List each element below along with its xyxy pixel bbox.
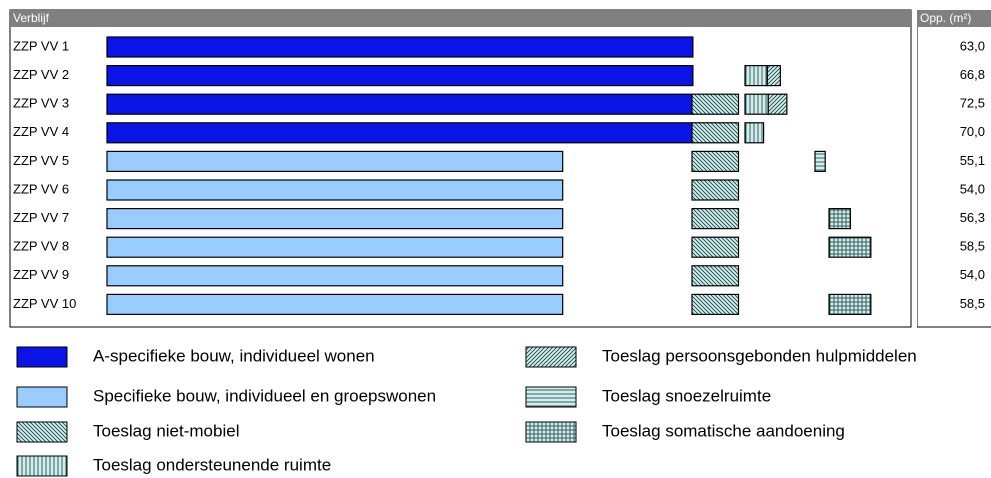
bar-segment (828, 236, 872, 258)
row-label: ZZP VV 9 (13, 267, 69, 282)
bar-segment (828, 293, 872, 315)
legend-swatch (525, 421, 577, 443)
legend-label: Toeslag niet-mobiel (93, 421, 239, 440)
bar-segment (106, 265, 564, 287)
total-header: Opp. (m²) (920, 11, 971, 25)
bar-segment (766, 64, 781, 87)
bar-segment (691, 293, 740, 315)
bar-segment (767, 93, 788, 115)
legend-label: Toeslag ondersteunende ruimte (93, 455, 331, 474)
legend-swatch (16, 455, 68, 477)
legend-label: Toeslag somatische aandoening (602, 421, 845, 440)
legend-swatch (16, 421, 68, 443)
legend-label: Specifieke bouw, individueel en groepswo… (93, 386, 436, 405)
total-label: 55,1 (960, 153, 985, 168)
row-label: ZZP VV 8 (13, 239, 69, 254)
bar-segment (106, 64, 694, 87)
row-label: ZZP VV 2 (13, 67, 69, 82)
bar-segment (744, 122, 765, 144)
total-label: 58,5 (960, 239, 985, 254)
bar-segment (691, 150, 740, 172)
total-label: 72,5 (960, 96, 985, 111)
total-label: 70,0 (960, 124, 985, 139)
bar-segment (744, 64, 768, 87)
bar-segment (691, 208, 740, 230)
bar-segment (814, 150, 826, 172)
row-label: ZZP VV 6 (13, 181, 69, 196)
total-label: 58,5 (960, 296, 985, 311)
legend-label: A-specifieke bouw, individueel wonen (93, 346, 375, 365)
bar-segment (691, 179, 740, 201)
bar-segment (828, 208, 851, 230)
bar-segment (106, 93, 694, 115)
bar-segment (691, 93, 740, 115)
row-label: ZZP VV 4 (13, 124, 69, 139)
total-label: 54,0 (960, 181, 985, 196)
bar-segment (106, 208, 564, 230)
bar-segment (106, 179, 564, 201)
row-label: ZZP VV 7 (13, 210, 69, 225)
legend-label: Toeslag snoezelruimte (602, 386, 771, 405)
row-label: ZZP VV 1 (13, 38, 69, 53)
legend-swatch (16, 386, 68, 408)
total-label: 63,0 (960, 38, 985, 53)
bar-segment (744, 93, 769, 115)
bar-segment (691, 122, 740, 144)
row-label: ZZP VV 5 (13, 153, 69, 168)
legend-swatch (525, 386, 577, 408)
header-bar (10, 10, 911, 27)
bar-segment (106, 293, 564, 315)
bar-segment (691, 265, 740, 287)
total-label: 54,0 (960, 267, 985, 282)
header: Verblijf (13, 11, 50, 25)
bar-segment (691, 236, 740, 258)
bar-segment (106, 36, 694, 58)
total-header-bar (917, 10, 991, 27)
legend-label: Toeslag persoonsgebonden hulpmiddelen (602, 346, 917, 365)
row-label: ZZP VV 3 (13, 96, 69, 111)
bar-segment (106, 236, 564, 258)
row-label: ZZP VV 10 (13, 296, 76, 311)
legend-swatch (16, 346, 68, 368)
legend-swatch (525, 346, 577, 368)
bar-segment (106, 122, 694, 144)
total-label: 66,8 (960, 67, 985, 82)
bar-segment (106, 150, 564, 172)
total-frame (917, 10, 991, 328)
total-label: 56,3 (960, 210, 985, 225)
